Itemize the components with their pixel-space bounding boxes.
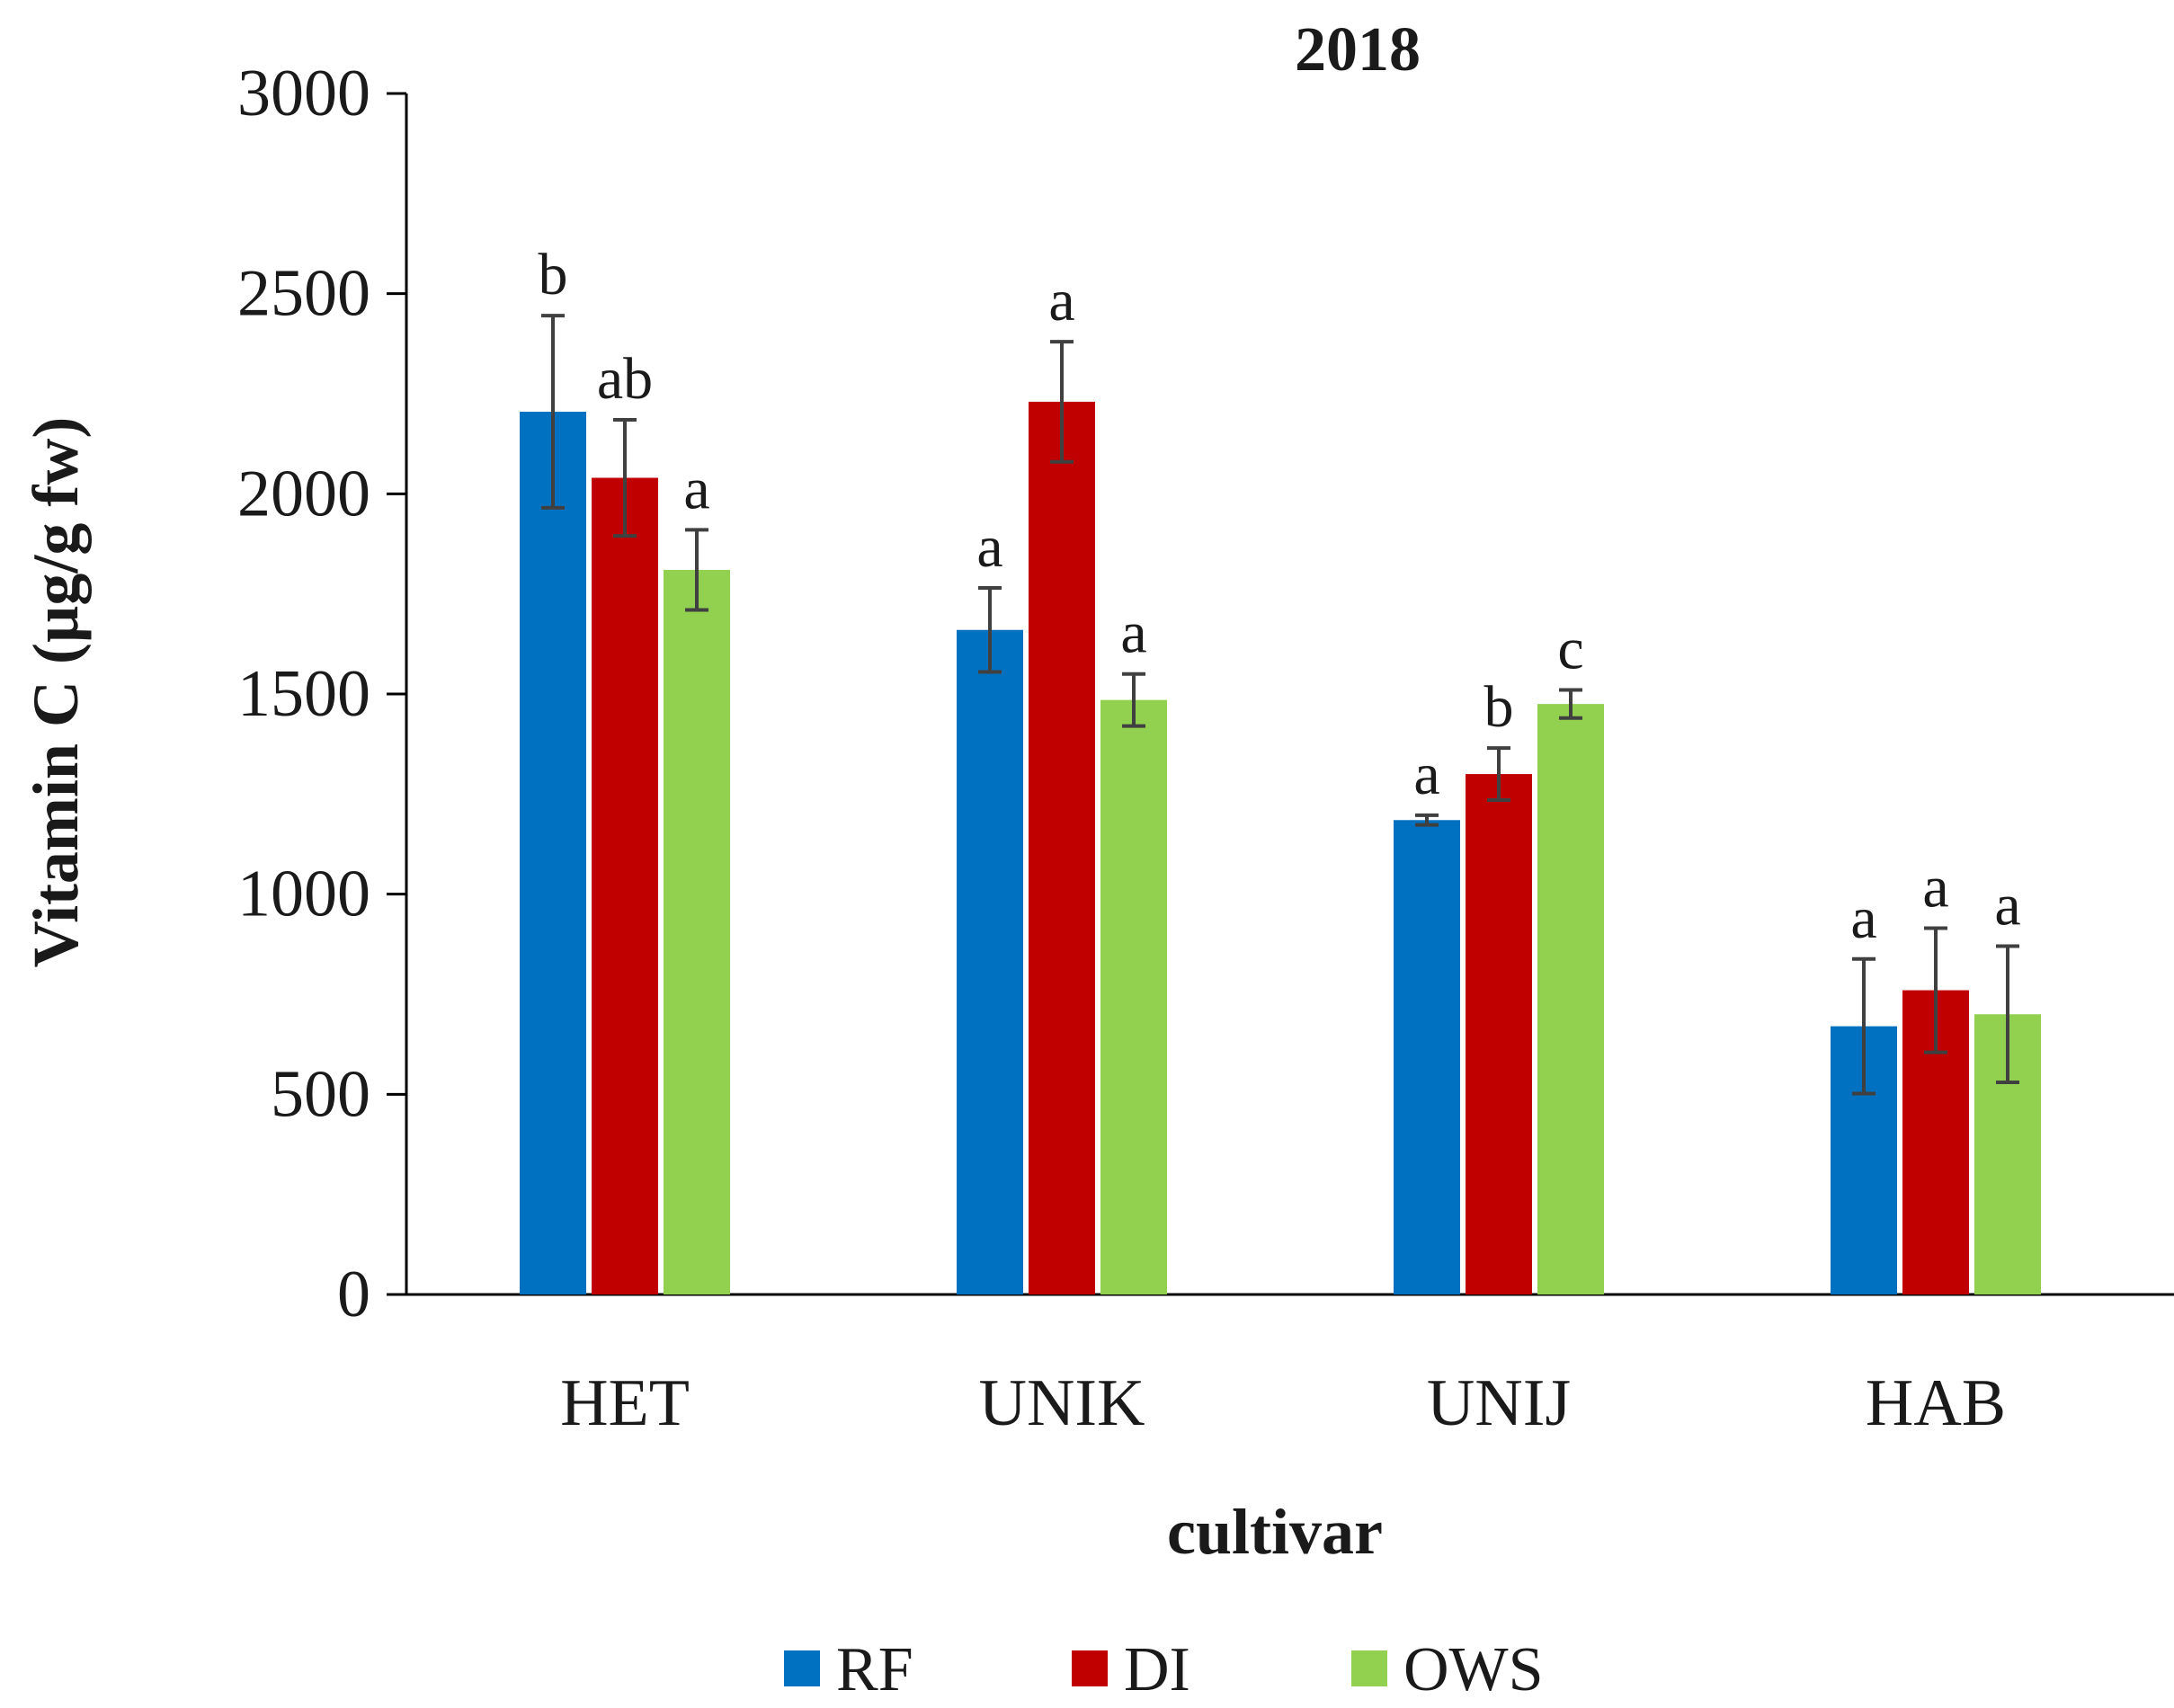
significance-letter: ab — [597, 346, 653, 412]
legend-swatch-ows — [1351, 1650, 1387, 1686]
y-tick-label: 2500 — [237, 257, 370, 331]
significance-letter: a — [1413, 742, 1439, 807]
y-tick-label: 2000 — [237, 457, 370, 530]
significance-letter: a — [1994, 873, 2020, 939]
legend-label-ows: OWS — [1403, 1635, 1544, 1704]
y-tick-label: 1500 — [237, 657, 370, 731]
significance-letter: a — [1120, 600, 1146, 666]
x-tick-label: UNIK — [979, 1366, 1145, 1440]
x-axis-title: cultivar — [1167, 1496, 1383, 1568]
chart-title: 2018 — [1295, 15, 1421, 85]
bar-rf-unij — [1394, 820, 1460, 1294]
legend: RF DI OWS — [784, 1635, 1544, 1704]
bar-di-unik — [1029, 401, 1095, 1294]
bar-rf-het — [520, 412, 586, 1294]
significance-letter: a — [1922, 855, 1948, 921]
y-tick-label: 500 — [271, 1057, 370, 1131]
y-tick-label: 1000 — [237, 858, 370, 931]
significance-letter: a — [1850, 885, 1876, 951]
significance-letter: a — [976, 514, 1002, 580]
significance-letter: a — [683, 456, 709, 521]
legend-label-di: DI — [1124, 1635, 1190, 1704]
y-axis-title: Vitamin C (µg/g fw) — [20, 417, 92, 968]
legend-swatch-rf — [784, 1650, 820, 1686]
x-tick-label: UNIJ — [1427, 1366, 1571, 1440]
bar-ows-het — [664, 569, 730, 1294]
significance-letter: b — [1484, 674, 1514, 740]
significance-letter: c — [1557, 617, 1583, 682]
significance-letter: b — [539, 242, 568, 307]
x-tick-label: HAB — [1866, 1366, 2006, 1440]
legend-label-rf: RF — [836, 1635, 913, 1704]
bar-rf-unik — [957, 629, 1023, 1294]
y-tick-label: 0 — [337, 1258, 370, 1331]
y-tick-label: 3000 — [237, 57, 370, 130]
x-tick-label: HET — [560, 1366, 690, 1440]
bar-di-het — [592, 477, 658, 1294]
bar-ows-unij — [1537, 704, 1604, 1294]
legend-swatch-di — [1072, 1650, 1108, 1686]
bar-ows-unik — [1100, 699, 1167, 1294]
plot-area: 050010001500200025003000babaHETaaaUNIKab… — [237, 57, 2174, 1440]
bar-di-unij — [1466, 774, 1532, 1294]
significance-letter: a — [1048, 268, 1074, 334]
